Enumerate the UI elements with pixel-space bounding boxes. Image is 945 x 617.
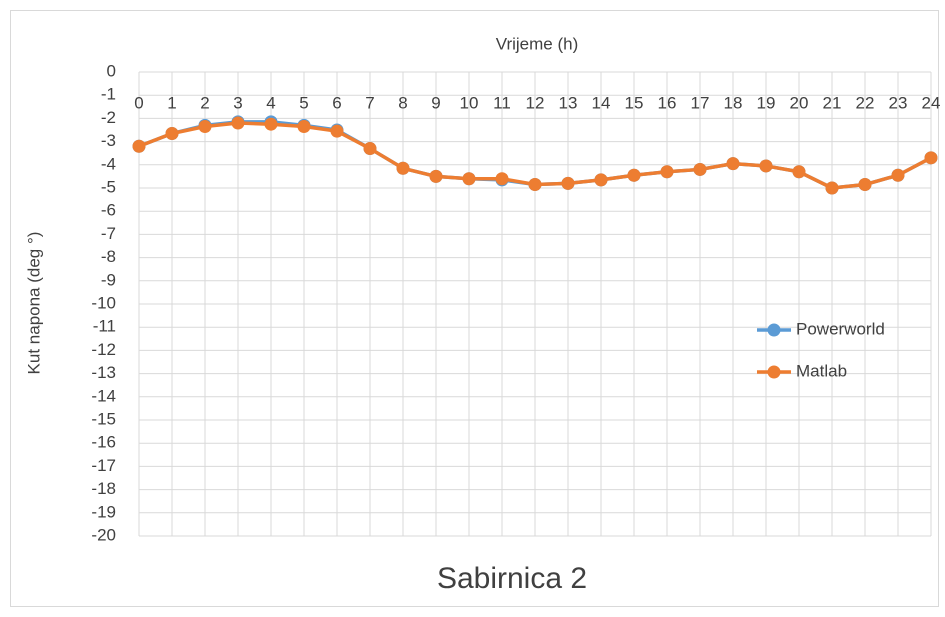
data-point	[594, 173, 608, 187]
chart-border	[10, 10, 939, 607]
legend-marker	[767, 323, 781, 337]
x-tick-label: 5	[299, 93, 308, 112]
x-tick-label: 18	[724, 93, 743, 112]
data-point	[726, 157, 740, 171]
data-point	[462, 172, 476, 186]
y-tick-label: 0	[107, 61, 116, 80]
x-tick-label: 23	[889, 93, 908, 112]
x-tick-label: 11	[493, 93, 511, 112]
x-tick-label: 13	[559, 93, 578, 112]
y-tick-label: -16	[91, 433, 116, 452]
y-tick-label: -13	[91, 363, 116, 382]
legend-label: Powerworld	[796, 319, 885, 338]
x-tick-label: 22	[856, 93, 875, 112]
data-point	[132, 139, 146, 153]
y-tick-label: -2	[101, 108, 116, 127]
x-tick-label: 17	[691, 93, 710, 112]
data-point	[264, 117, 278, 131]
y-tick-label: -17	[91, 456, 116, 475]
data-point	[330, 124, 344, 138]
x-tick-label: 9	[431, 93, 440, 112]
x-tick-label: 1	[167, 93, 176, 112]
y-tick-label: -12	[91, 340, 116, 359]
chart-subtitle: Sabirnica 2	[437, 562, 587, 595]
x-tick-label: 15	[625, 93, 644, 112]
data-point	[198, 120, 212, 134]
data-point	[396, 161, 410, 175]
data-point	[165, 126, 179, 140]
data-point	[495, 172, 509, 186]
x-tick-label: 16	[658, 93, 677, 112]
data-point	[825, 181, 839, 195]
y-tick-label: -19	[91, 502, 116, 521]
x-tick-label: 14	[592, 93, 611, 112]
data-point	[297, 120, 311, 134]
x-tick-label: 3	[233, 93, 242, 112]
x-tick-label: 24	[922, 93, 941, 112]
y-tick-label: -3	[101, 131, 116, 150]
data-point	[891, 168, 905, 182]
y-tick-label: -9	[101, 270, 116, 289]
y-tick-label: -10	[91, 293, 116, 312]
x-tick-label: 10	[460, 93, 479, 112]
data-point	[561, 176, 575, 190]
x-tick-label: 19	[757, 93, 776, 112]
x-tick-label: 21	[823, 93, 842, 112]
y-axis-title: Kut napona (deg °)	[24, 232, 43, 375]
data-point	[693, 162, 707, 176]
y-tick-label: -15	[91, 409, 116, 428]
data-point	[363, 142, 377, 156]
legend-marker	[767, 365, 781, 379]
y-tick-label: -6	[101, 201, 116, 220]
y-tick-label: -14	[91, 386, 116, 405]
data-point	[792, 165, 806, 179]
y-tick-label: -8	[101, 247, 116, 266]
y-tick-label: -18	[91, 479, 116, 498]
x-tick-label: 12	[526, 93, 545, 112]
y-tick-label: -5	[101, 177, 116, 196]
data-point	[858, 178, 872, 192]
y-tick-label: -20	[91, 525, 116, 544]
data-point	[231, 116, 245, 130]
x-tick-label: 8	[398, 93, 407, 112]
data-point	[759, 159, 773, 173]
x-tick-label: 20	[790, 93, 809, 112]
x-tick-label: 7	[365, 93, 374, 112]
x-axis-title: Vrijeme (h)	[496, 34, 579, 53]
data-point	[660, 165, 674, 179]
y-tick-label: -7	[101, 224, 116, 243]
y-tick-label: -1	[101, 85, 116, 104]
data-point	[429, 169, 443, 183]
y-tick-label: -4	[101, 154, 116, 173]
x-tick-label: 6	[332, 93, 341, 112]
data-point	[627, 168, 641, 182]
data-point	[924, 151, 938, 165]
x-tick-label: 2	[200, 93, 209, 112]
y-tick-label: -11	[93, 317, 116, 336]
x-tick-label: 4	[266, 93, 275, 112]
legend-label: Matlab	[796, 361, 847, 380]
data-point	[528, 178, 542, 192]
x-tick-label: 0	[134, 93, 143, 112]
